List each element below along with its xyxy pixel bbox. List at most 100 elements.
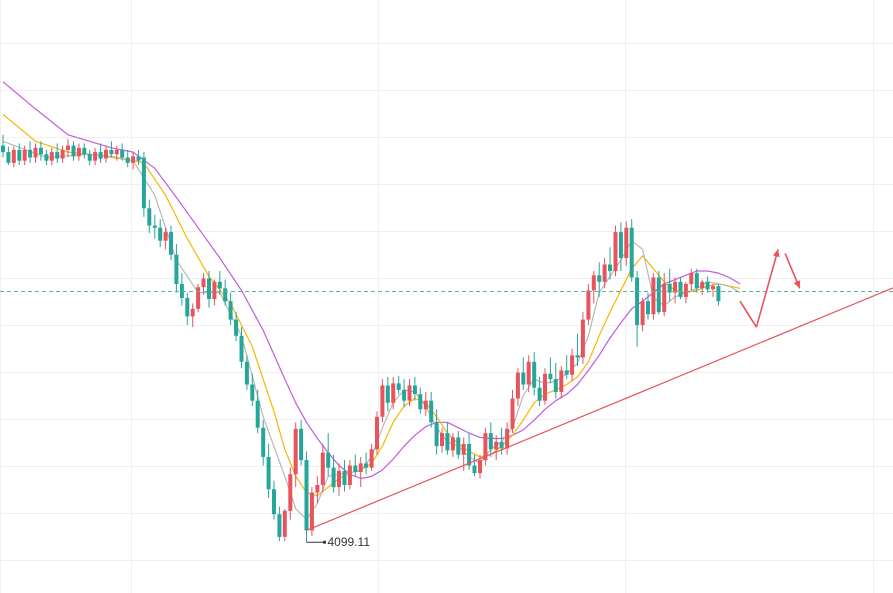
candle-body <box>559 370 564 392</box>
candle <box>548 357 553 384</box>
candle <box>667 268 672 302</box>
candle <box>700 279 705 295</box>
candle-body <box>537 387 542 401</box>
low-price-label: 4099.11 <box>328 535 371 549</box>
candle-body <box>461 443 466 455</box>
candle-body <box>505 428 510 449</box>
forecast-pullback-arrow-head <box>793 280 801 289</box>
candle-body <box>315 485 320 493</box>
candle <box>49 147 54 166</box>
candle <box>272 480 276 520</box>
candle <box>391 376 396 410</box>
ma-slow-line <box>2 81 741 480</box>
candle <box>196 283 201 313</box>
candle-body <box>120 149 125 158</box>
candle <box>597 262 602 297</box>
candle-body <box>694 273 699 289</box>
candle-body <box>521 372 526 385</box>
candle <box>131 152 136 170</box>
candle-body <box>114 149 119 155</box>
candle-body <box>683 283 688 297</box>
candle-body <box>608 264 612 271</box>
candle <box>55 143 60 163</box>
candle-body <box>543 373 547 401</box>
candle <box>662 273 667 317</box>
candle-body <box>33 147 38 158</box>
candle <box>76 143 81 161</box>
candle <box>22 145 27 166</box>
candle-body <box>11 149 16 163</box>
candle-body <box>234 319 239 336</box>
candle <box>136 149 141 166</box>
candle <box>28 141 33 163</box>
candle <box>651 273 656 320</box>
candle <box>342 460 347 492</box>
candle-body <box>158 227 163 241</box>
candle <box>190 303 195 328</box>
candle-body <box>98 152 103 159</box>
candle-body <box>125 157 130 163</box>
candle-body <box>223 288 228 302</box>
candle-body <box>347 465 352 485</box>
candle <box>66 139 70 158</box>
candle-body <box>255 400 260 428</box>
candle-body <box>196 287 201 309</box>
candle-body <box>282 510 287 537</box>
candle-body <box>228 301 233 320</box>
candle <box>228 292 233 325</box>
candle <box>169 225 173 261</box>
candle-body <box>17 149 22 161</box>
candle <box>711 283 715 297</box>
candle-body <box>342 470 347 485</box>
candle-body <box>494 441 499 450</box>
candle-body <box>526 361 531 385</box>
candle-body <box>207 278 211 299</box>
candle <box>98 143 103 163</box>
candle <box>337 463 341 496</box>
candle-body <box>22 149 27 161</box>
candle-body <box>152 225 157 228</box>
candle-body <box>445 433 450 451</box>
candle <box>640 298 645 332</box>
candle <box>450 433 455 457</box>
candle-body <box>662 283 667 312</box>
candle-body <box>402 389 407 401</box>
candle <box>250 373 255 407</box>
candle-body <box>591 275 596 291</box>
forecast-up-arrow-shaft <box>755 249 779 328</box>
candle <box>505 422 510 455</box>
candle-body <box>326 452 331 468</box>
candle-body <box>423 400 428 410</box>
candle-body <box>651 277 656 315</box>
candle-body <box>277 514 282 537</box>
candle <box>402 379 407 408</box>
candle-body <box>613 232 618 271</box>
candle-body <box>239 335 244 362</box>
candle-body <box>261 427 266 457</box>
candle-body <box>375 416 379 450</box>
candle-body <box>597 275 602 282</box>
candle-body <box>629 227 634 278</box>
candle-body <box>44 154 49 161</box>
candle-body <box>185 298 190 317</box>
forecast-down-leg <box>739 300 758 328</box>
candle <box>716 283 721 306</box>
candle <box>629 219 634 282</box>
candle <box>369 443 374 471</box>
candle <box>494 435 499 461</box>
candle-body <box>711 286 715 290</box>
candle-body <box>700 281 705 289</box>
candle-body <box>635 277 640 326</box>
candle-body <box>358 463 363 472</box>
candle-body <box>38 147 43 155</box>
candle <box>683 281 688 304</box>
forecast-pullback-arrow <box>784 253 801 289</box>
candle <box>304 451 309 543</box>
candle <box>570 348 575 382</box>
candle <box>104 145 108 163</box>
candle <box>375 411 379 455</box>
candle <box>152 214 157 239</box>
candle-body <box>418 394 423 410</box>
candle-body <box>87 154 92 161</box>
